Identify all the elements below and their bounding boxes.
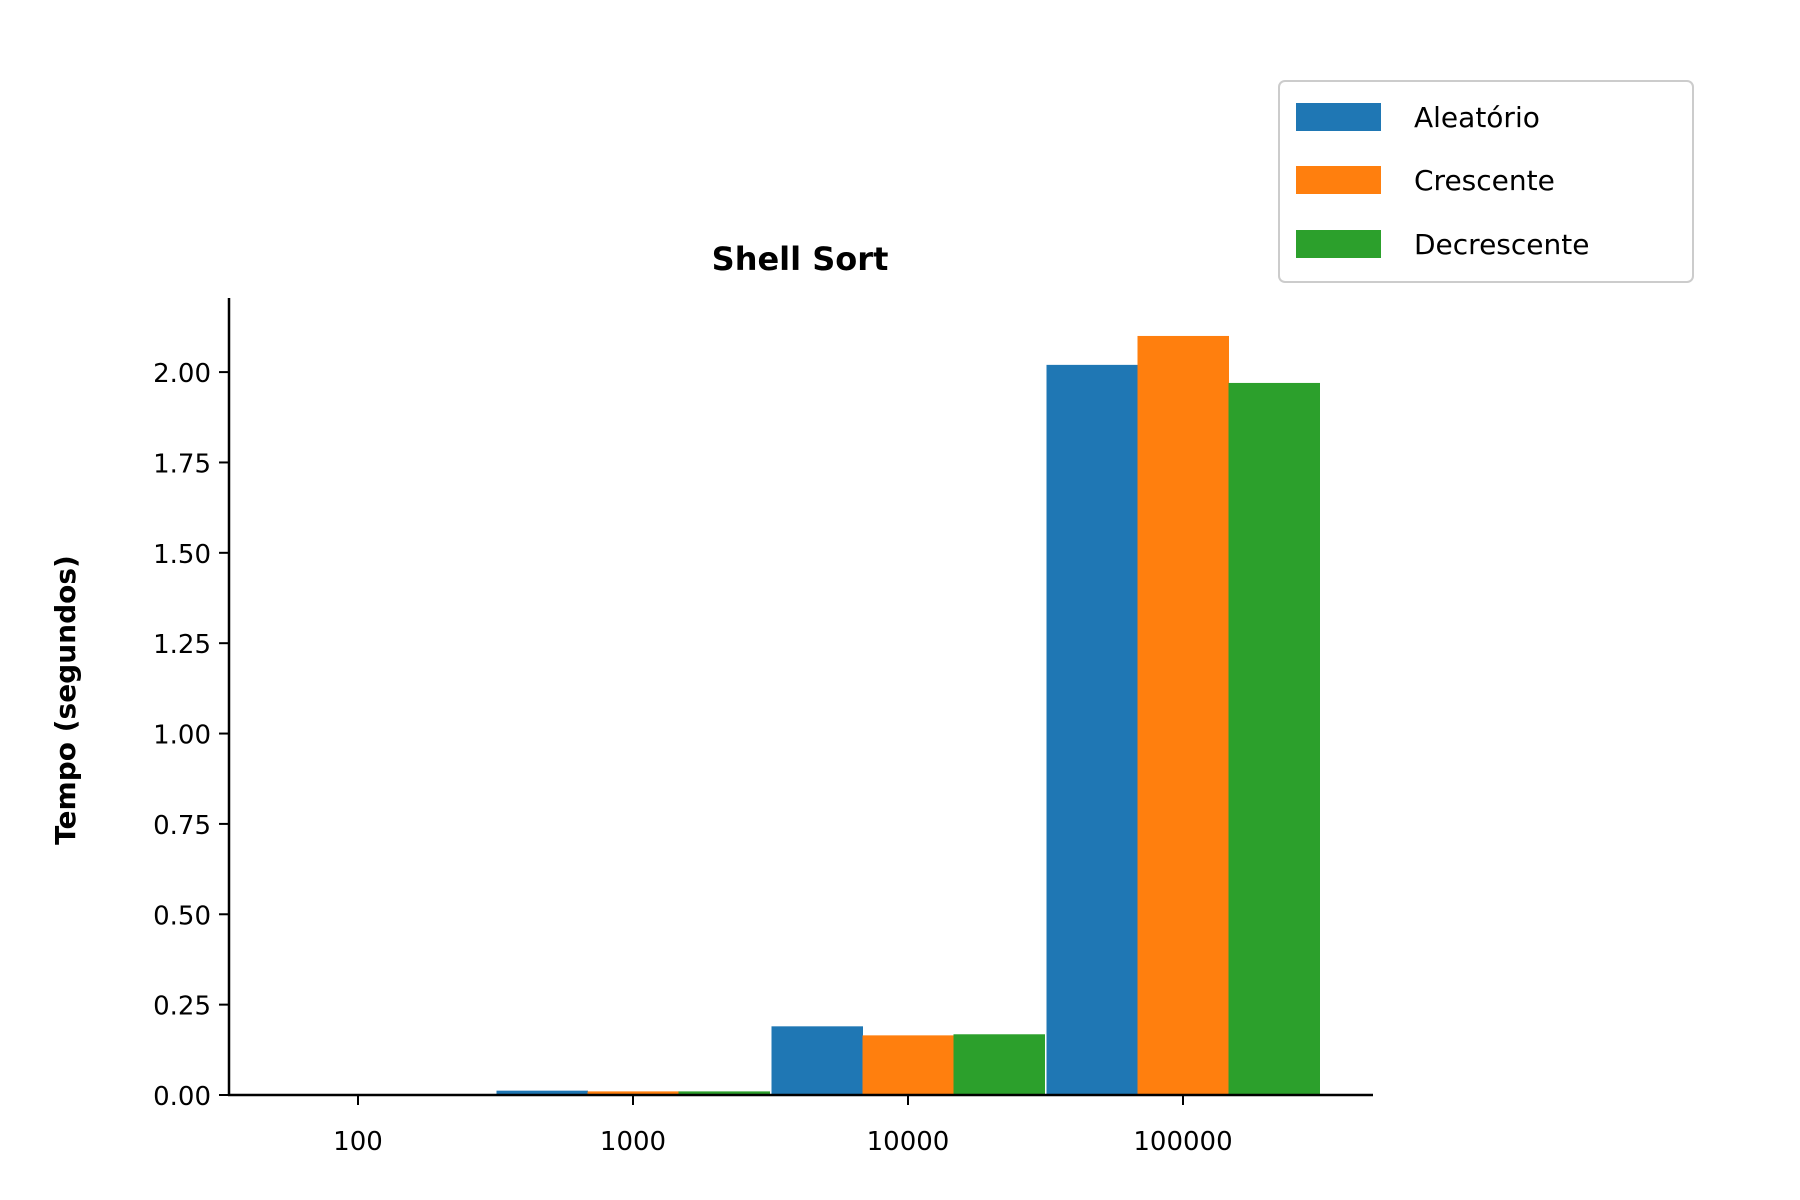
bar-aleat-rio-100000 (1046, 364, 1138, 1095)
legend-label-decrescente: Decrescente (1414, 228, 1589, 261)
y-tick-label: 1.50 (153, 540, 211, 570)
legend: Aleatório Crescente Decrescente (1278, 80, 1694, 283)
legend-frame (1278, 80, 1694, 283)
bar-decrescente-10000 (953, 1034, 1045, 1095)
legend-label-crescente: Crescente (1414, 164, 1555, 197)
bars-group (221, 335, 1320, 1095)
x-ticks-group: 100 1000 10000 100000 (333, 1095, 1233, 1157)
x-tick-label: 10000 (867, 1127, 950, 1157)
y-tick-label: 1.25 (153, 630, 211, 660)
y-tick-label: 1.75 (153, 449, 211, 479)
bar-aleat-rio-1000 (496, 1090, 588, 1095)
y-tick-label: 1.00 (153, 721, 211, 751)
legend-swatch-aleatorio (1296, 103, 1381, 131)
x-tick-label: 1000 (600, 1127, 666, 1157)
bar-crescente-100000 (1137, 335, 1229, 1095)
x-tick-label: 100 (333, 1127, 383, 1157)
y-tick-label: 0.25 (153, 992, 211, 1022)
legend-swatch-decrescente (1296, 230, 1381, 258)
bar-decrescente-100000 (1228, 382, 1320, 1095)
legend-swatch-crescente (1296, 166, 1381, 194)
y-axis-label: Tempo (segundos) (49, 555, 82, 845)
bar-decrescente-1000 (678, 1091, 770, 1095)
x-tick-label: 100000 (1133, 1127, 1232, 1157)
bar-crescente-10000 (862, 1035, 954, 1095)
y-tick-label: 0.50 (153, 901, 211, 931)
y-tick-label: 0.00 (153, 1082, 211, 1112)
chart-title: Shell Sort (712, 240, 889, 278)
y-tick-label: 2.00 (153, 359, 211, 389)
y-ticks-group: 0.00 0.25 0.50 0.75 1.00 1.25 1.50 1.75 2.00 (153, 359, 229, 1112)
bar-crescente-1000 (587, 1091, 679, 1095)
y-tick-label: 0.75 (153, 811, 211, 841)
bar-aleat-rio-10000 (771, 1026, 863, 1095)
legend-label-aleatorio: Aleatório (1414, 101, 1540, 134)
